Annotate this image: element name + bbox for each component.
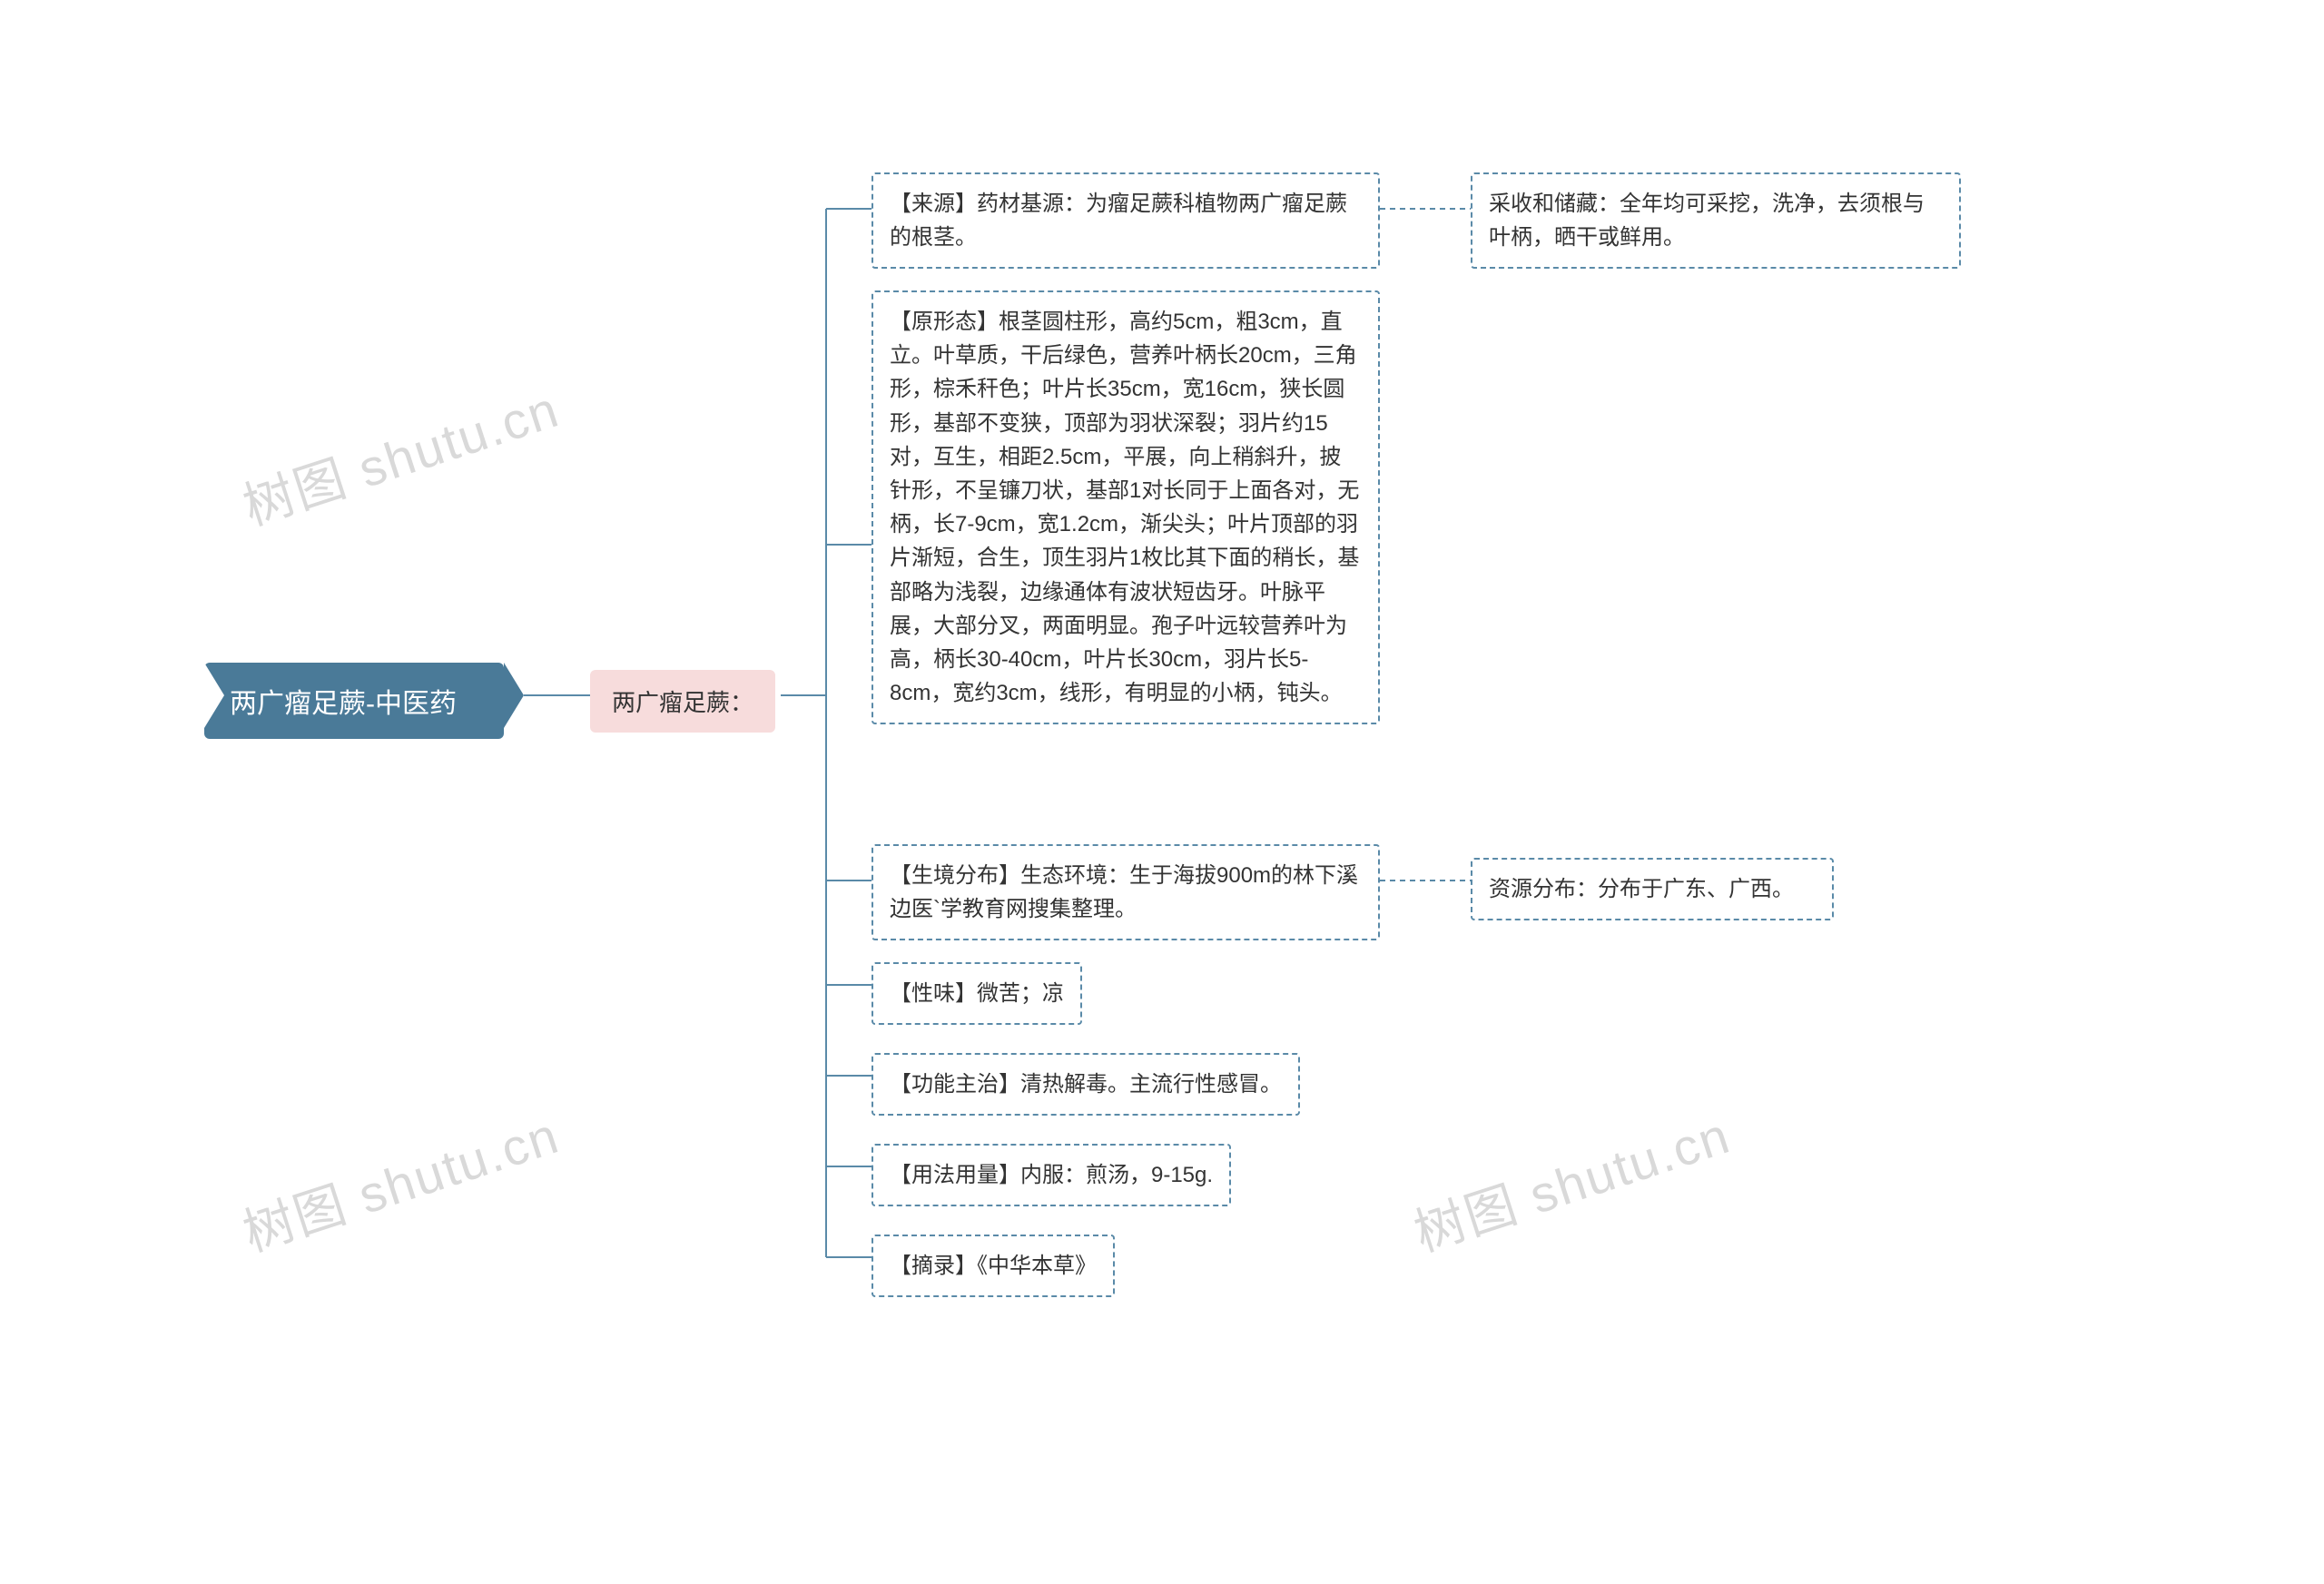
leaf-dosage[interactable]: 【用法用量】内服：煎汤，9-15g. [872, 1144, 1231, 1206]
leaf-text: 【摘录】《中华本草》 [890, 1254, 1097, 1278]
watermark: 树图 shutu.cn [1403, 1095, 1738, 1266]
leaf-text: 【来源】药材基源：为瘤足蕨科植物两广瘤足蕨的根茎。 [890, 192, 1347, 250]
leaf-habitat[interactable]: 【生境分布】生态环境：生于海拔900m的林下溪边医`学教育网搜集整理。 [872, 844, 1380, 940]
leaf-harvest[interactable]: 采收和储藏：全年均可采挖，洗净，去须根与叶柄，晒干或鲜用。 [1471, 172, 1961, 269]
leaf-function[interactable]: 【功能主治】清热解毒。主流行性感冒。 [872, 1053, 1300, 1116]
leaf-distribution[interactable]: 资源分布：分布于广东、广西。 [1471, 858, 1834, 920]
leaf-text: 【生境分布】生态环境：生于海拔900m的林下溪边医`学教育网搜集整理。 [890, 863, 1358, 921]
root-node[interactable]: 两广瘤足蕨-中医药 [204, 663, 504, 739]
leaf-text: 【功能主治】清热解毒。主流行性感冒。 [890, 1072, 1282, 1097]
root-label: 两广瘤足蕨-中医药 [230, 689, 457, 719]
sub-node[interactable]: 两广瘤足蕨： [590, 670, 775, 733]
watermark: 树图 shutu.cn [232, 1095, 567, 1266]
leaf-text: 采收和储藏：全年均可采挖，洗净，去须根与叶柄，晒干或鲜用。 [1489, 192, 1925, 250]
leaf-text: 【原形态】根茎圆柱形，高约5cm，粗3cm，直立。叶草质，干后绿色，营养叶柄长2… [890, 310, 1359, 705]
sub-label: 两广瘤足蕨： [612, 689, 753, 716]
leaf-excerpt[interactable]: 【摘录】《中华本草》 [872, 1235, 1115, 1297]
watermark: 树图 shutu.cn [232, 369, 567, 540]
leaf-taste[interactable]: 【性味】微苦；凉 [872, 962, 1082, 1025]
leaf-text: 【用法用量】内服：煎汤，9-15g. [890, 1163, 1213, 1187]
leaf-morphology[interactable]: 【原形态】根茎圆柱形，高约5cm，粗3cm，直立。叶草质，干后绿色，营养叶柄长2… [872, 290, 1380, 724]
leaf-text: 【性味】微苦；凉 [890, 981, 1064, 1006]
leaf-text: 资源分布：分布于广东、广西。 [1489, 877, 1794, 901]
leaf-source[interactable]: 【来源】药材基源：为瘤足蕨科植物两广瘤足蕨的根茎。 [872, 172, 1380, 269]
